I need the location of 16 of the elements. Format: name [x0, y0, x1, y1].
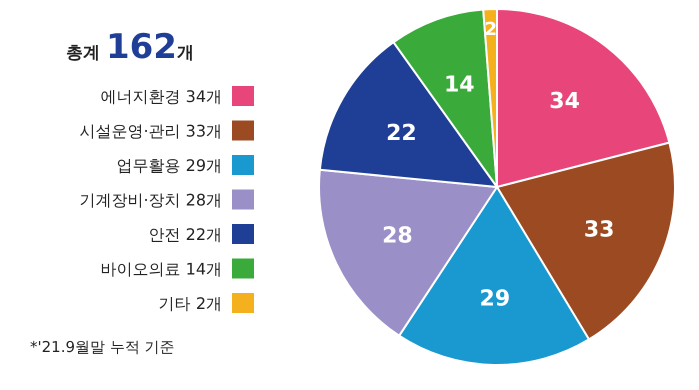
data-label: 22 — [386, 120, 417, 146]
legend-label: 바이오의료 14개 — [100, 260, 222, 278]
legend-label: 안전 22개 — [148, 225, 222, 244]
data-label: 34 — [549, 88, 580, 114]
text: *'21.9월말 누적 기준 — [30, 338, 175, 356]
legend-label: 기계장비·장치 28개 — [79, 190, 222, 210]
legend-label: 업무활용 29개 — [116, 156, 222, 175]
legend-label: 기타 2개 — [158, 294, 222, 313]
data-label: 29 — [480, 286, 510, 312]
data-label: 33 — [584, 218, 614, 243]
legend-label: 시설운영·관리 33개 — [79, 122, 222, 140]
text: 총계 162개 — [66, 27, 194, 67]
data-label: 14 — [444, 72, 475, 98]
data-label: 28 — [382, 224, 413, 249]
legend-label: 에너지환경 34개 — [100, 87, 222, 106]
data-label: 2 — [484, 18, 498, 40]
